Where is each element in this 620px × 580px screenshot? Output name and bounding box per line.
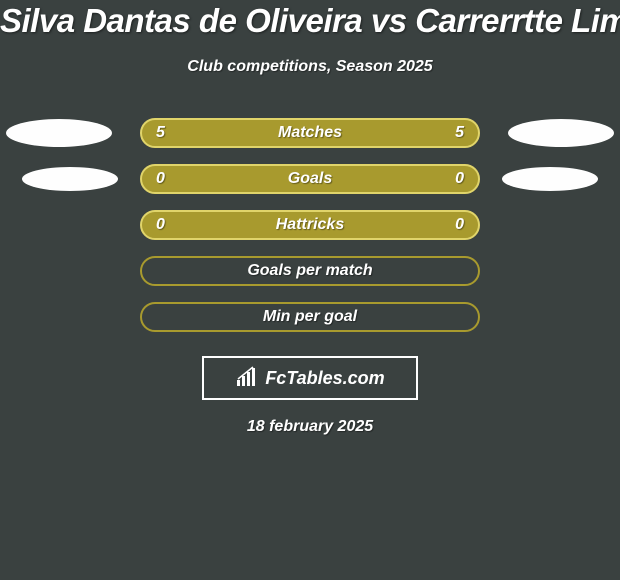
left-ellipse: [6, 119, 112, 147]
stat-label: Hattricks: [276, 216, 344, 234]
subtitle: Club competitions, Season 2025: [0, 58, 620, 76]
stat-value-right: 5: [455, 124, 464, 142]
stat-value-left: 5: [156, 124, 165, 142]
stat-pill: 0 Hattricks 0: [140, 210, 480, 240]
date-label: 18 february 2025: [0, 418, 620, 436]
stat-value-right: 0: [455, 170, 464, 188]
brand-text: FcTables.com: [265, 368, 384, 389]
stat-label: Matches: [278, 124, 342, 142]
stat-value-left: 0: [156, 170, 165, 188]
stat-value-left: 0: [156, 216, 165, 234]
page-title: Silva Dantas de Oliveira vs Carrerrtte L…: [0, 2, 620, 40]
right-ellipse: [502, 167, 598, 191]
brand-box: FcTables.com: [202, 356, 418, 400]
stat-label: Goals: [288, 170, 332, 188]
stat-rows: 5 Matches 5 0 Goals 0 0 Hattricks 0 Goals per mat…: [0, 118, 620, 348]
stat-row: Min per goal: [0, 302, 620, 348]
stat-label: Goals per match: [247, 262, 372, 280]
stat-pill: 0 Goals 0: [140, 164, 480, 194]
stat-pill: 5 Matches 5: [140, 118, 480, 148]
right-ellipse: [508, 119, 614, 147]
stat-row: 0 Hattricks 0: [0, 210, 620, 256]
chart-icon: [235, 366, 259, 390]
stat-pill: Goals per match: [140, 256, 480, 286]
stat-pill: Min per goal: [140, 302, 480, 332]
stat-value-right: 0: [455, 216, 464, 234]
stat-row: Goals per match: [0, 256, 620, 302]
left-ellipse: [22, 167, 118, 191]
comparison-infographic: Silva Dantas de Oliveira vs Carrerrtte L…: [0, 0, 620, 436]
stat-row: 0 Goals 0: [0, 164, 620, 210]
stat-row: 5 Matches 5: [0, 118, 620, 164]
stat-label: Min per goal: [263, 308, 357, 326]
